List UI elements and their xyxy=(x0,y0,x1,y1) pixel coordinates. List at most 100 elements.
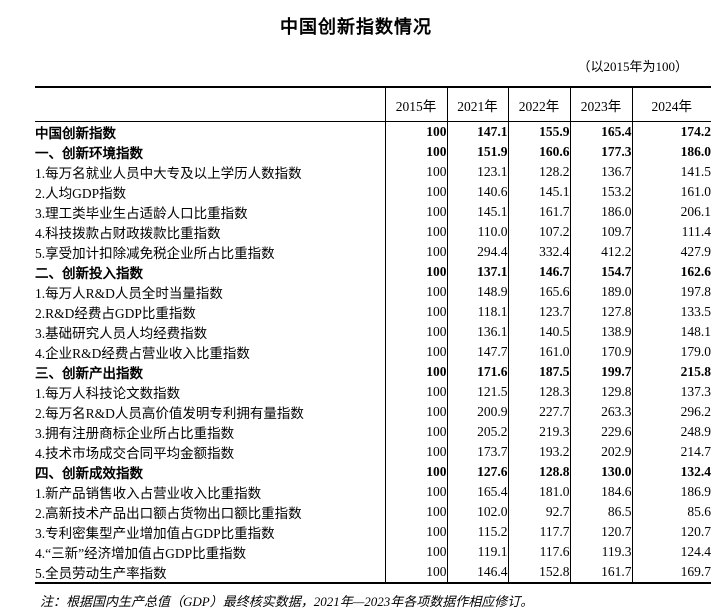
row-label: 二、创新投入指数 xyxy=(35,266,143,281)
table-row: 3.专利密集型产业增加值占GDP比重指数 100 115.2 117.7 120.7 12… xyxy=(35,522,711,542)
row-value: 186.9 xyxy=(631,482,711,502)
page-title: 中国创新指数情况 xyxy=(280,17,432,37)
table-row: 1.新产品销售收入占营业收入比重指数 100 165.4 181.0 184.6 186.… xyxy=(35,482,711,502)
row-value: 174.2 xyxy=(631,121,711,142)
row-value: 171.6 xyxy=(446,362,508,382)
row-value: 427.9 xyxy=(631,242,711,262)
table-row: 3.拥有注册商标企业所占比重指数 100 205.2 219.3 229.6 248.9 xyxy=(35,422,711,442)
row-value: 161.7 xyxy=(569,562,632,583)
row-value: 146.7 xyxy=(507,262,570,282)
row-label: 四、创新成效指数 xyxy=(35,466,143,481)
row-value: 129.8 xyxy=(569,382,632,402)
row-value: 263.3 xyxy=(569,402,632,422)
row-label: 2.人均GDP指数 xyxy=(35,186,127,201)
row-label: 三、创新产出指数 xyxy=(35,366,143,381)
row-value: 123.1 xyxy=(446,162,508,182)
innovation-index-table: 2015年 2021年 2022年 2023年 2024年 中国创新指数 100 1… xyxy=(35,86,711,584)
row-value: 100 xyxy=(384,222,447,242)
row-value: 128.8 xyxy=(507,462,570,482)
row-value: 118.1 xyxy=(446,302,508,322)
row-value: 100 xyxy=(384,142,447,162)
row-value: 332.4 xyxy=(507,242,570,262)
row-value: 214.7 xyxy=(631,442,711,462)
row-value: 181.0 xyxy=(507,482,570,502)
table-row: 三、创新产出指数 100 171.6 187.5 199.7 215.8 xyxy=(35,362,711,382)
row-value: 146.4 xyxy=(446,562,508,583)
row-value: 115.2 xyxy=(446,522,508,542)
row-value: 100 xyxy=(384,262,447,282)
row-value: 100 xyxy=(384,242,447,262)
row-label: 1.每万人科技论文数指数 xyxy=(35,386,181,401)
table-row: 4.“三新”经济增加值占GDP比重指数 100 119.1 117.6 119.3 124… xyxy=(35,542,711,562)
row-value: 100 xyxy=(384,402,447,422)
row-value: 155.9 xyxy=(507,121,570,142)
row-value: 137.1 xyxy=(446,262,508,282)
row-value: 177.3 xyxy=(569,142,632,162)
row-value: 109.7 xyxy=(569,222,632,242)
row-value: 184.6 xyxy=(569,482,632,502)
row-label: 3.理工类毕业生占适龄人口比重指数 xyxy=(35,206,248,221)
row-value: 193.2 xyxy=(507,442,570,462)
row-value: 111.4 xyxy=(631,222,711,242)
row-value: 100 xyxy=(384,442,447,462)
row-value: 100 xyxy=(384,482,447,502)
row-value: 100 xyxy=(384,462,447,482)
row-value: 152.8 xyxy=(507,562,570,583)
row-label: 一、创新环境指数 xyxy=(35,146,143,161)
row-value: 202.9 xyxy=(569,442,632,462)
row-value: 121.5 xyxy=(446,382,508,402)
row-value: 197.8 xyxy=(631,282,711,302)
row-value: 100 xyxy=(384,382,447,402)
row-value: 128.3 xyxy=(507,382,570,402)
row-label: 5.全员劳动生产率指数 xyxy=(35,566,167,581)
row-value: 100 xyxy=(384,302,447,322)
row-value: 85.6 xyxy=(631,502,711,522)
row-value: 100 xyxy=(384,322,447,342)
row-label: 4.企业R&D经费占营业收入比重指数 xyxy=(35,346,250,361)
table-row: 2.人均GDP指数 100 140.6 145.1 153.2 161.0 xyxy=(35,182,711,202)
table-header: 2015年 2021年 2022年 2023年 2024年 xyxy=(35,87,711,122)
row-value: 110.0 xyxy=(446,222,508,242)
row-value: 147.7 xyxy=(446,342,508,362)
row-value: 294.4 xyxy=(446,242,508,262)
row-value: 102.0 xyxy=(446,502,508,522)
table-row: 一、创新环境指数 100 151.9 160.6 177.3 186.0 xyxy=(35,142,711,162)
row-value: 136.1 xyxy=(446,322,508,342)
row-value: 120.7 xyxy=(631,522,711,542)
row-value: 186.0 xyxy=(569,202,632,222)
row-value: 229.6 xyxy=(569,422,632,442)
row-value: 100 xyxy=(384,202,447,222)
table-row: 4.企业R&D经费占营业收入比重指数 100 147.7 161.0 170.9 179.… xyxy=(35,342,711,362)
row-value: 100 xyxy=(384,522,447,542)
row-value: 165.6 xyxy=(507,282,570,302)
row-value: 100 xyxy=(384,562,447,583)
table-row: 四、创新成效指数 100 127.6 128.8 130.0 132.4 xyxy=(35,462,711,482)
row-value: 148.1 xyxy=(631,322,711,342)
header-year-2023: 2023年 xyxy=(569,87,632,122)
row-value: 215.8 xyxy=(631,362,711,382)
row-value: 161.7 xyxy=(507,202,570,222)
row-value: 132.4 xyxy=(631,462,711,482)
row-value: 100 xyxy=(384,362,447,382)
header-year-2021: 2021年 xyxy=(446,87,508,122)
header-year-2015: 2015年 xyxy=(384,87,447,122)
footnote: 注：根据国内生产总值（GDP）最终核实数据，2021年—2023年各项数据作相应… xyxy=(40,594,534,609)
row-value: 100 xyxy=(384,282,447,302)
row-value: 123.7 xyxy=(507,302,570,322)
table-row: 3.基础研究人员人均经费指数 100 136.1 140.5 138.9 148.1 xyxy=(35,322,711,342)
row-value: 145.1 xyxy=(507,182,570,202)
row-value: 148.9 xyxy=(446,282,508,302)
table-row: 1.每万人科技论文数指数 100 121.5 128.3 129.8 137.3 xyxy=(35,382,711,402)
row-value: 92.7 xyxy=(507,502,570,522)
row-value: 160.6 xyxy=(507,142,570,162)
row-value: 161.0 xyxy=(507,342,570,362)
row-value: 189.0 xyxy=(569,282,632,302)
row-value: 100 xyxy=(384,542,447,562)
row-label: 中国创新指数 xyxy=(35,126,116,141)
table-row: 5.全员劳动生产率指数 100 146.4 152.8 161.7 169.7 xyxy=(35,562,711,583)
row-value: 199.7 xyxy=(569,362,632,382)
table-row: 4.技术市场成交合同平均金额指数 100 173.7 193.2 202.9 214.7 xyxy=(35,442,711,462)
row-value: 412.2 xyxy=(569,242,632,262)
table-row: 2.每万名R&D人员高价值发明专利拥有量指数 100 200.9 227.7 263.3… xyxy=(35,402,711,422)
row-value: 165.4 xyxy=(446,482,508,502)
